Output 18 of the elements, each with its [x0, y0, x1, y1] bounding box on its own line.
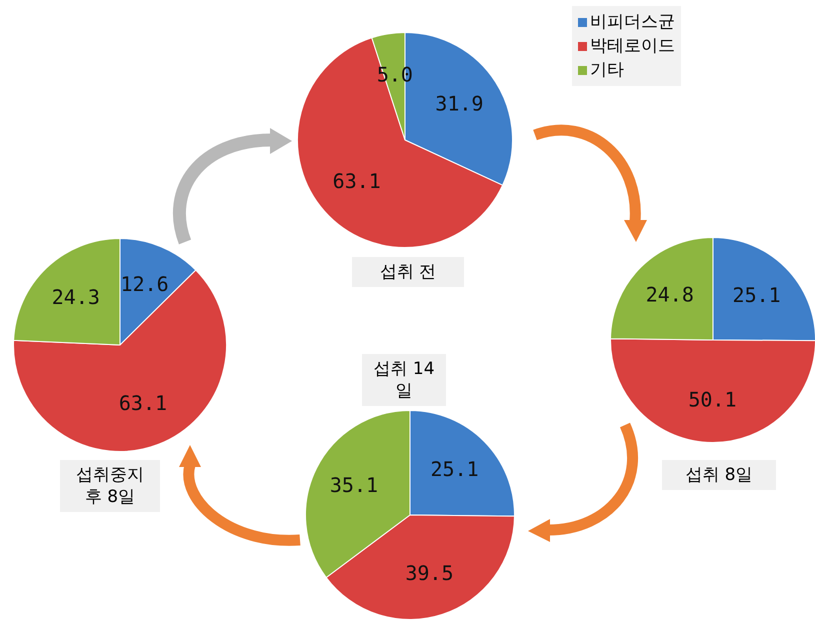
data-label: 25.1 [430, 457, 479, 482]
data-label: 12.6 [120, 272, 169, 296]
data-label: 35.1 [330, 473, 378, 498]
text: 섭취 전 [352, 257, 464, 287]
data-label: 31.9 [435, 91, 484, 116]
data-label: 25.1 [732, 282, 781, 307]
legend-label: 기타 [589, 59, 625, 82]
data-label: 24.3 [52, 285, 100, 310]
data-label: 39.5 [405, 560, 454, 585]
legend-label: 박테로이드 [589, 35, 675, 58]
chart-title: 섭취 14일 [362, 354, 446, 406]
data-label: 63.1 [118, 390, 168, 415]
text: 섭취 8일 [662, 460, 776, 490]
legend-label: 비피더스균 [589, 11, 675, 34]
data-label: 24.8 [646, 282, 694, 306]
text: 섭취중지 후 8일 [60, 460, 160, 512]
data-label: 63.1 [332, 169, 381, 194]
data-label: 50.1 [688, 388, 737, 412]
